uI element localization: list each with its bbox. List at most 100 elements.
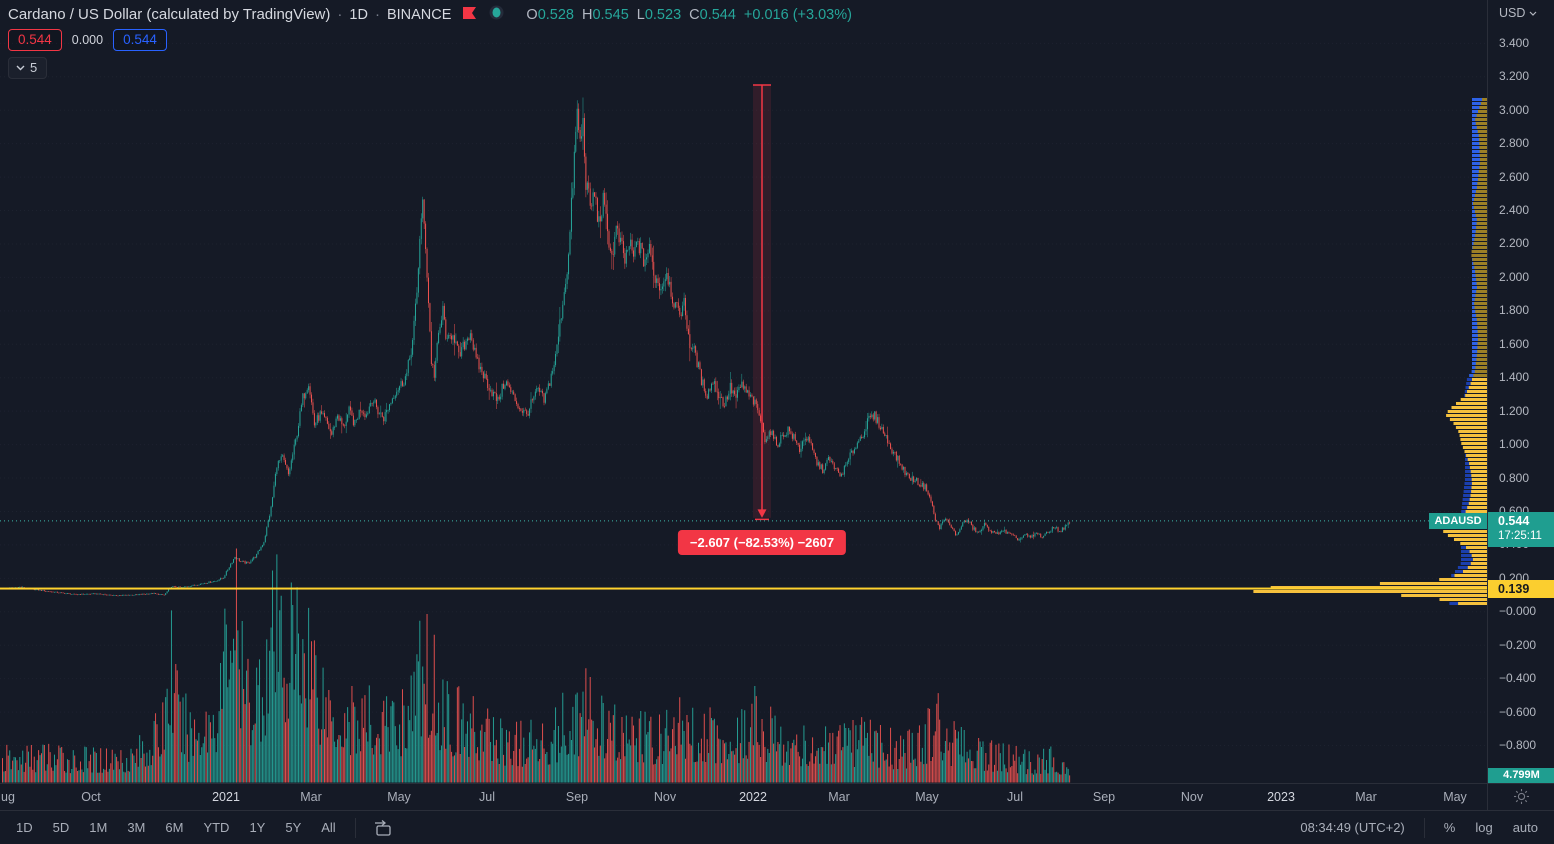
buy-price-box[interactable]: 0.544 [113, 29, 167, 51]
price-axis-tick: 1.000 [1499, 437, 1530, 452]
source-circle-icon[interactable] [489, 5, 504, 24]
range-button-5D[interactable]: 5D [43, 816, 80, 839]
horizontal-line-0139[interactable] [0, 587, 1487, 590]
price-axis-tick: −0.200 [1499, 637, 1537, 652]
interval-label[interactable]: 1D [349, 6, 368, 23]
range-button-1Y[interactable]: 1Y [239, 816, 275, 839]
range-button-1M[interactable]: 1M [79, 816, 117, 839]
price-axis-tick: 1.200 [1499, 403, 1530, 418]
price-axis-tick: 3.000 [1499, 102, 1530, 117]
ohlc-readout: O0.528 H0.545 L0.523 C0.544 +0.016 (+3.0… [526, 7, 852, 23]
price-axis-tick: 1.800 [1499, 303, 1530, 318]
change-value: +0.016 (+3.03%) [743, 6, 852, 23]
price-axis-tick: 3.400 [1499, 35, 1530, 50]
price-axis-tick: 3.200 [1499, 69, 1530, 84]
time-axis-label: May [387, 790, 411, 804]
order-ticket-row: 0.544 0.000 0.544 [8, 29, 167, 51]
open-value: 0.528 [537, 6, 574, 23]
price-axis-tick: 1.600 [1499, 336, 1530, 351]
time-axis-label: Mar [828, 790, 850, 804]
measure-tool-label[interactable]: −2.607 (−82.53%) −2607 [677, 530, 847, 555]
exchange-label[interactable]: BINANCE [386, 6, 452, 23]
price-line-symbol-tag: ADAUSD [1429, 513, 1487, 529]
indicators-toggle[interactable]: 5 [8, 57, 48, 79]
currency-selector[interactable]: USD [1499, 6, 1537, 20]
time-axis-label: ug [1, 790, 15, 804]
range-button-All[interactable]: All [311, 816, 345, 839]
legend-separator: · [374, 6, 380, 23]
price-axis-tick: 0.800 [1499, 470, 1530, 485]
time-axis-label: 2023 [1267, 790, 1295, 804]
time-axis-label: Jul [479, 790, 495, 804]
high-label: H [581, 6, 593, 23]
price-axis-tick: −0.000 [1499, 604, 1537, 619]
measure-tool[interactable] [753, 84, 771, 521]
close-label: C [689, 6, 700, 23]
range-button-3M[interactable]: 3M [117, 816, 155, 839]
symbol-title[interactable]: Cardano / US Dollar (calculated by Tradi… [8, 6, 331, 23]
price-chart-canvas[interactable] [0, 0, 1487, 783]
time-axis-label: 2021 [212, 790, 240, 804]
toolbar-divider [354, 817, 356, 838]
last-price-tag: 0.544 17:25:11 [1488, 512, 1554, 547]
time-axis-label: Mar [1355, 790, 1377, 804]
range-button-1D[interactable]: 1D [6, 816, 43, 839]
go-to-date-button[interactable] [365, 817, 402, 839]
price-axis-tick: −0.800 [1499, 738, 1537, 753]
time-axis-label: Sep [565, 790, 589, 804]
indicator-count: 5 [30, 60, 38, 75]
auto-scale-button[interactable]: auto [1503, 816, 1548, 839]
time-axis[interactable]: ug Oct 2021 Mar May Jul Sep Nov 2022 Mar May Jul Sep… [0, 783, 1554, 811]
price-axis-tick: 2.200 [1499, 236, 1530, 251]
time-axis-label: May [1443, 790, 1467, 804]
volume-profile [1253, 98, 1487, 605]
price-axis-tick: 2.600 [1499, 169, 1530, 184]
price-axis-tick: 1.400 [1499, 370, 1530, 385]
time-axis-label: Oct [81, 790, 101, 804]
price-axis-tick: 2.000 [1499, 269, 1530, 284]
low-value: 0.523 [644, 6, 682, 23]
volume-series [2, 548, 1071, 783]
close-value: 0.544 [699, 6, 736, 23]
price-axis-tick: −0.400 [1499, 671, 1537, 686]
price-axis[interactable]: USD 3.400 3.200 3.000 2.800 2.600 2.400 2.200 2… [1487, 0, 1554, 784]
legend-separator: · [337, 6, 343, 23]
sell-price-box[interactable]: 0.544 [8, 29, 62, 51]
log-scale-button[interactable]: log [1465, 816, 1502, 839]
theme-sun-icon[interactable] [1513, 788, 1530, 808]
high-value: 0.545 [592, 6, 629, 23]
time-axis-label: Nov [1180, 790, 1204, 804]
price-axis-tick: 2.400 [1499, 203, 1530, 218]
time-axis-label: Nov [653, 790, 677, 804]
candlestick-series [2, 97, 1071, 597]
grid-dotted-rows [0, 42, 1487, 747]
price-axis-tick: −0.600 [1499, 704, 1537, 719]
range-button-6M[interactable]: 6M [155, 816, 193, 839]
bottom-toolbar: 1D 5D 1M 3M 6M YTD 1Y 5Y All 08:34:49 (UTC+2) % … [0, 810, 1554, 844]
last-price-value: 0.544 [1498, 514, 1530, 528]
low-label: L [636, 6, 645, 23]
time-axis-label: Mar [300, 790, 322, 804]
time-axis-label: 2022 [739, 790, 767, 804]
bar-countdown: 17:25:11 [1498, 530, 1542, 542]
range-button-YTD[interactable]: YTD [193, 816, 239, 839]
spread-value: 0.000 [71, 33, 104, 47]
chart-pane[interactable]: Cardano / US Dollar (calculated by Tradi… [0, 0, 1487, 783]
percent-scale-button[interactable]: % [1434, 816, 1466, 839]
time-axis-label: Sep [1092, 790, 1116, 804]
level-price-tag: 0.139 [1488, 580, 1554, 598]
currency-label: USD [1499, 6, 1526, 20]
flag-icon[interactable] [463, 6, 477, 23]
range-button-5Y[interactable]: 5Y [275, 816, 311, 839]
open-label: O [526, 6, 538, 23]
price-axis-tick: 2.800 [1499, 136, 1530, 151]
clock-label[interactable]: 08:34:49 (UTC+2) [1290, 816, 1414, 839]
toolbar-divider [1423, 817, 1425, 838]
axis-corner [1487, 784, 1554, 811]
chart-legend: Cardano / US Dollar (calculated by Tradi… [8, 5, 852, 24]
time-axis-label: Jul [1007, 790, 1023, 804]
time-axis-label: May [915, 790, 939, 804]
chevron-down-icon [16, 65, 25, 70]
volume-value-tag: 4.799M [1488, 768, 1554, 784]
